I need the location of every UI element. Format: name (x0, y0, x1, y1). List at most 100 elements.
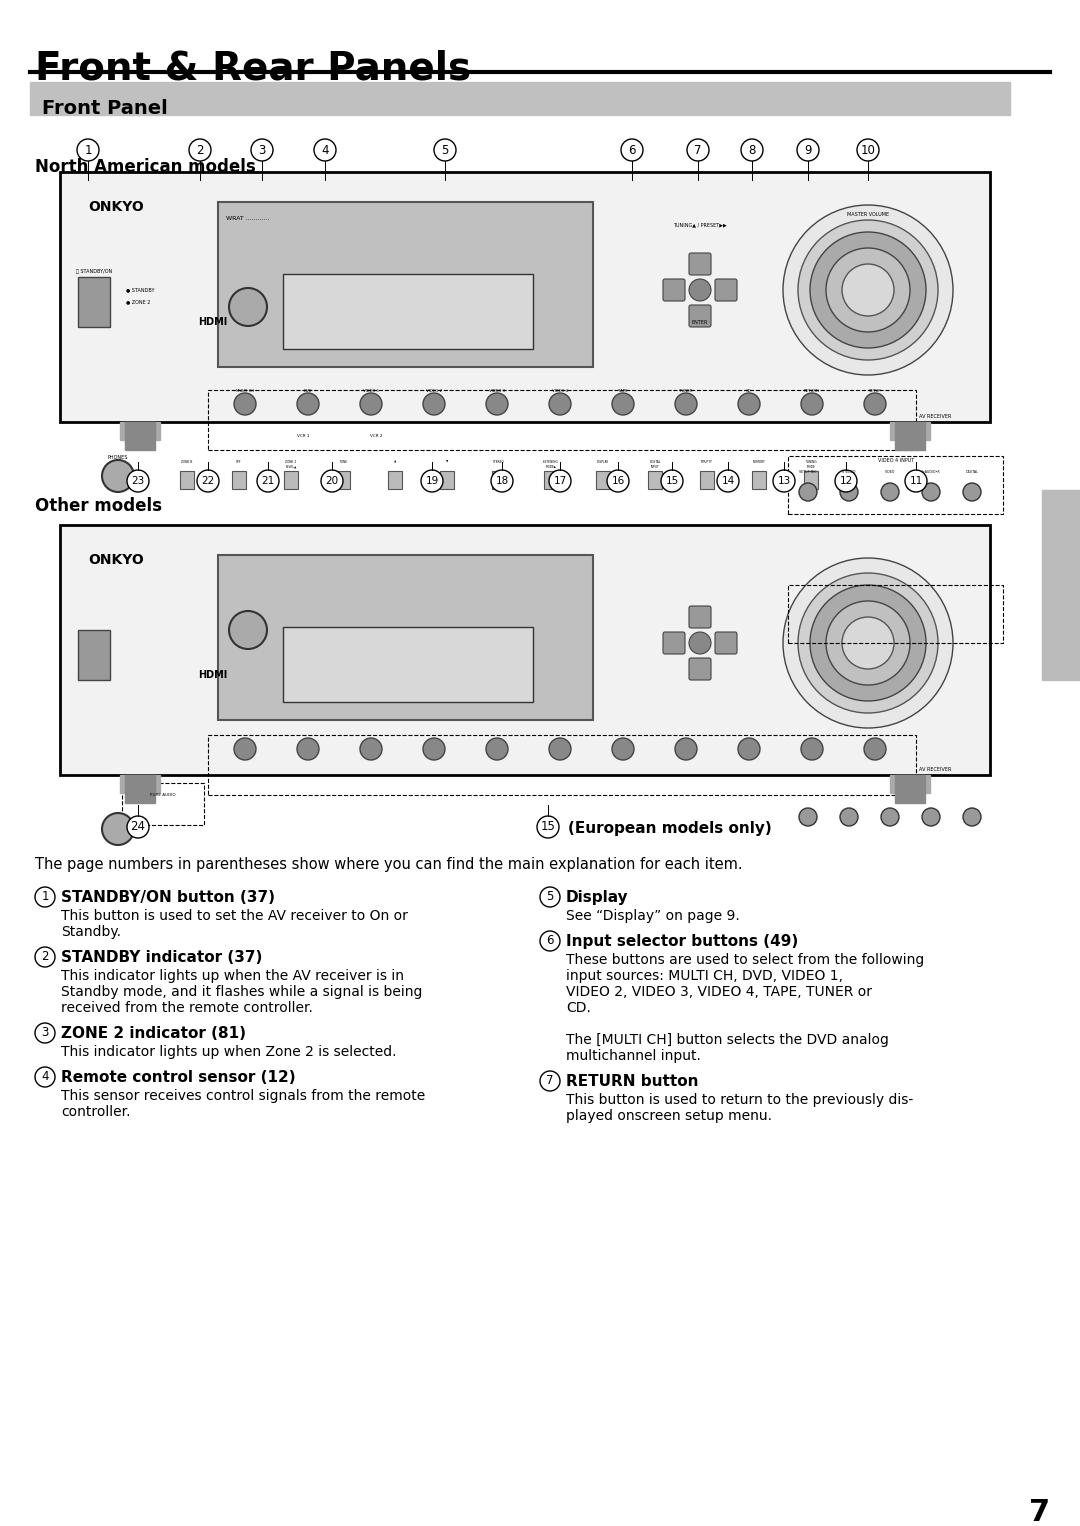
Circle shape (797, 139, 819, 162)
Circle shape (360, 394, 382, 415)
Text: 8: 8 (748, 143, 756, 157)
Text: This indicator lights up when the AV receiver is in: This indicator lights up when the AV rec… (60, 969, 404, 983)
Circle shape (102, 813, 134, 845)
Circle shape (826, 601, 910, 685)
Circle shape (102, 459, 134, 491)
Bar (648, 472, 662, 488)
Text: 13: 13 (778, 476, 791, 485)
Text: VIDEO 2: VIDEO 2 (426, 389, 442, 394)
Bar (208, 736, 916, 795)
Bar (122, 783, 204, 826)
Circle shape (905, 470, 927, 491)
Text: VIDEO 2, VIDEO 3, VIDEO 4, TAPE, TUNER or: VIDEO 2, VIDEO 3, VIDEO 4, TAPE, TUNER o… (566, 984, 872, 1000)
Text: 21: 21 (261, 476, 274, 485)
Text: SETUP MIC: SETUP MIC (799, 470, 816, 475)
Bar (125, 423, 156, 450)
Text: Other models: Other models (35, 497, 162, 514)
Text: 4: 4 (41, 1071, 49, 1083)
Text: 22: 22 (201, 476, 215, 485)
Circle shape (783, 559, 953, 728)
Text: AV RECEIVER: AV RECEIVER (919, 768, 951, 772)
Text: TAPE: TAPE (618, 389, 627, 394)
Bar (895, 775, 924, 803)
Text: ● ZONE 2: ● ZONE 2 (126, 299, 150, 304)
Text: controller.: controller. (60, 1105, 131, 1119)
Text: Remote control sensor (12): Remote control sensor (12) (60, 1070, 296, 1085)
Text: ONKYO: ONKYO (87, 552, 144, 568)
Text: ⒪ STANDBY/ON: ⒪ STANDBY/ON (76, 269, 112, 275)
Text: North American models: North American models (35, 159, 256, 175)
Circle shape (810, 232, 926, 348)
Circle shape (423, 739, 445, 760)
Text: 24: 24 (131, 821, 146, 833)
Circle shape (840, 484, 858, 501)
Text: ONKYO: ONKYO (87, 200, 144, 214)
Text: TUNING▲ / PRESET▶▶: TUNING▲ / PRESET▶▶ (673, 221, 727, 227)
Text: L•AUDIO•R: L•AUDIO•R (921, 470, 941, 475)
Text: 16: 16 (611, 476, 624, 485)
Circle shape (229, 610, 267, 649)
Text: This button is used to set the AV receiver to On or: This button is used to set the AV receiv… (60, 909, 408, 923)
Text: input sources: MULTI CH, DVD, VIDEO 1,: input sources: MULTI CH, DVD, VIDEO 1, (566, 969, 843, 983)
Text: Standby mode, and it flashes while a signal is being: Standby mode, and it flashes while a sig… (60, 984, 422, 1000)
Circle shape (963, 484, 981, 501)
Circle shape (486, 394, 508, 415)
Bar (283, 275, 534, 349)
Text: 2: 2 (197, 143, 204, 157)
Bar (596, 472, 610, 488)
Bar (804, 472, 818, 488)
Text: PHONES: PHONES (108, 455, 129, 459)
Bar (120, 423, 160, 439)
Text: RETURN: RETURN (805, 389, 820, 394)
Bar (30, 82, 1010, 114)
Text: played onscreen setup menu.: played onscreen setup menu. (566, 1109, 772, 1123)
Text: 7: 7 (546, 1074, 554, 1088)
Circle shape (738, 739, 760, 760)
Circle shape (621, 139, 643, 162)
Circle shape (675, 739, 697, 760)
Text: STANDBY/ON button (37): STANDBY/ON button (37) (60, 890, 275, 905)
Text: ● STANDBY: ● STANDBY (126, 287, 154, 291)
Text: CD.: CD. (566, 1001, 591, 1015)
Text: 15: 15 (665, 476, 678, 485)
Text: OFF: OFF (237, 459, 242, 464)
Text: VIDEO 4: VIDEO 4 (552, 389, 568, 394)
Text: DIGITAL
INPUT: DIGITAL INPUT (649, 459, 661, 468)
Circle shape (864, 739, 886, 760)
Bar (125, 775, 156, 803)
Text: HDMI: HDMI (198, 317, 227, 327)
Circle shape (297, 394, 319, 415)
Text: MASTER VOLUME: MASTER VOLUME (847, 212, 889, 217)
Circle shape (297, 739, 319, 760)
Text: VCR 1: VCR 1 (297, 433, 309, 438)
Text: (European models only): (European models only) (568, 821, 772, 836)
Bar (890, 775, 930, 794)
Circle shape (799, 807, 816, 826)
Text: Display: Display (566, 890, 629, 905)
Circle shape (549, 739, 571, 760)
Text: 1: 1 (84, 143, 92, 157)
Circle shape (537, 816, 559, 838)
Circle shape (801, 739, 823, 760)
FancyBboxPatch shape (663, 279, 685, 301)
Circle shape (810, 584, 926, 700)
Text: STANDBY indicator (37): STANDBY indicator (37) (60, 951, 262, 964)
Bar (60, 525, 990, 775)
Circle shape (314, 139, 336, 162)
Text: 5: 5 (546, 891, 554, 903)
Circle shape (77, 139, 99, 162)
Circle shape (717, 470, 739, 491)
Circle shape (491, 470, 513, 491)
Circle shape (922, 807, 940, 826)
Bar (208, 391, 916, 450)
Circle shape (842, 617, 894, 668)
Circle shape (689, 279, 711, 301)
Bar (283, 627, 534, 702)
Circle shape (35, 1067, 55, 1087)
Circle shape (540, 887, 561, 906)
Text: 7: 7 (1029, 1499, 1051, 1526)
Bar (232, 472, 246, 488)
Text: Front & Rear Panels: Front & Rear Panels (35, 50, 471, 89)
Text: 14: 14 (721, 476, 734, 485)
Text: ZONE B: ZONE B (181, 459, 192, 464)
